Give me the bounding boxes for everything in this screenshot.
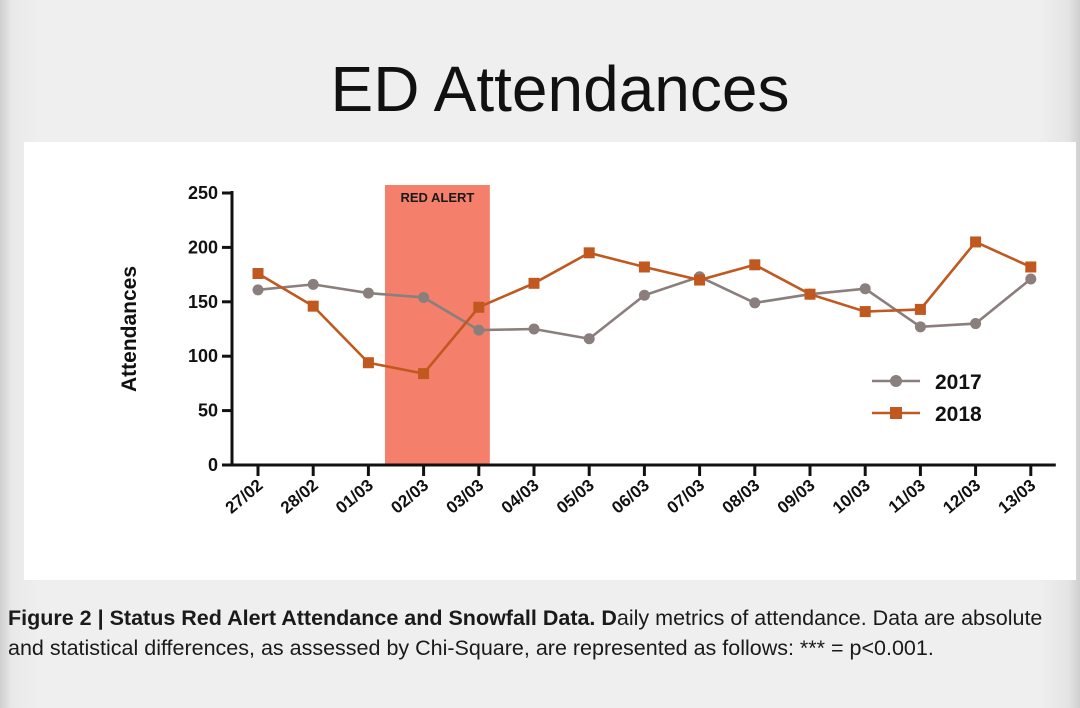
data-point-2018 — [804, 288, 816, 300]
figure-caption: Figure 2 | Status Red Alert Attendance a… — [8, 603, 1073, 663]
data-point-2018 — [694, 274, 706, 286]
x-tick-label: 27/02 — [222, 476, 267, 518]
data-point-2018 — [307, 300, 319, 312]
data-point-2017 — [583, 333, 595, 345]
y-axis-label: Attendances — [118, 266, 141, 392]
data-point-2017 — [418, 291, 430, 303]
data-point-2018 — [970, 236, 982, 248]
data-point-2018 — [638, 261, 650, 273]
data-point-2017 — [307, 278, 319, 290]
data-point-2018 — [1025, 261, 1037, 273]
red-alert-label: RED ALERT — [400, 190, 474, 205]
series-line-2017 — [257, 275, 1032, 341]
data-point-2018 — [528, 277, 540, 289]
chart-panel: RED ALERT 0 50 100 150 200 250 Attendances 27/02… — [24, 142, 1076, 580]
x-tick-label: 05/03 — [553, 476, 598, 518]
legend-label-2017: 2017 — [935, 371, 982, 394]
data-point-2018 — [362, 357, 374, 369]
y-tick-label: 50 — [198, 401, 218, 421]
x-tick-label: 09/03 — [774, 476, 819, 518]
data-point-2017 — [252, 284, 264, 296]
data-point-2018 — [859, 306, 871, 318]
y-tick-label: 250 — [188, 183, 218, 203]
x-tick-label: 12/03 — [939, 476, 984, 518]
y-tick-label: 150 — [188, 292, 218, 312]
data-point-2017 — [473, 324, 485, 336]
legend-marker-2018 — [890, 407, 902, 419]
data-point-2018 — [473, 301, 485, 313]
data-point-2018 — [418, 368, 430, 380]
y-tick-label: 100 — [188, 346, 218, 366]
x-tick-label: 10/03 — [829, 476, 874, 518]
x-tick-label: 03/03 — [443, 476, 488, 518]
red-alert-band — [384, 185, 490, 465]
data-point-2017 — [749, 297, 761, 309]
x-tick-label: 07/03 — [663, 476, 708, 518]
x-tick-label: 02/03 — [387, 476, 432, 518]
data-point-2017 — [362, 287, 374, 299]
legend-marker-2017 — [890, 375, 902, 387]
x-tick-label: 04/03 — [498, 476, 543, 518]
data-point-2017 — [859, 283, 871, 295]
data-point-2017 — [970, 318, 982, 330]
data-point-2018 — [252, 268, 264, 280]
data-point-2017 — [638, 289, 650, 301]
x-tick-label: 28/02 — [277, 476, 322, 518]
data-point-2018 — [914, 303, 926, 315]
data-point-2017 — [528, 323, 540, 335]
x-tick-label: 01/03 — [332, 476, 377, 518]
x-tick-label: 13/03 — [995, 476, 1040, 518]
x-tick-label: 06/03 — [608, 476, 653, 518]
attendance-chart: RED ALERT 0 50 100 150 200 250 Attendances 27/02… — [118, 183, 1056, 518]
caption-body: aily metrics of attendance. Data are abs… — [8, 606, 1043, 660]
legend-label-2018: 2018 — [935, 403, 982, 426]
data-point-2018 — [749, 259, 761, 271]
caption-lead: Figure 2 | Status Red Alert Attendance a… — [8, 606, 617, 630]
data-point-2018 — [583, 247, 595, 259]
x-tick-label: 08/03 — [719, 476, 764, 518]
y-tick-label: 0 — [208, 455, 218, 475]
y-tick-label: 200 — [188, 237, 218, 257]
data-point-2017 — [1025, 273, 1037, 285]
x-tick-label: 11/03 — [885, 476, 929, 517]
data-point-2017 — [914, 321, 926, 333]
page-title: ED Attendances — [330, 53, 790, 125]
